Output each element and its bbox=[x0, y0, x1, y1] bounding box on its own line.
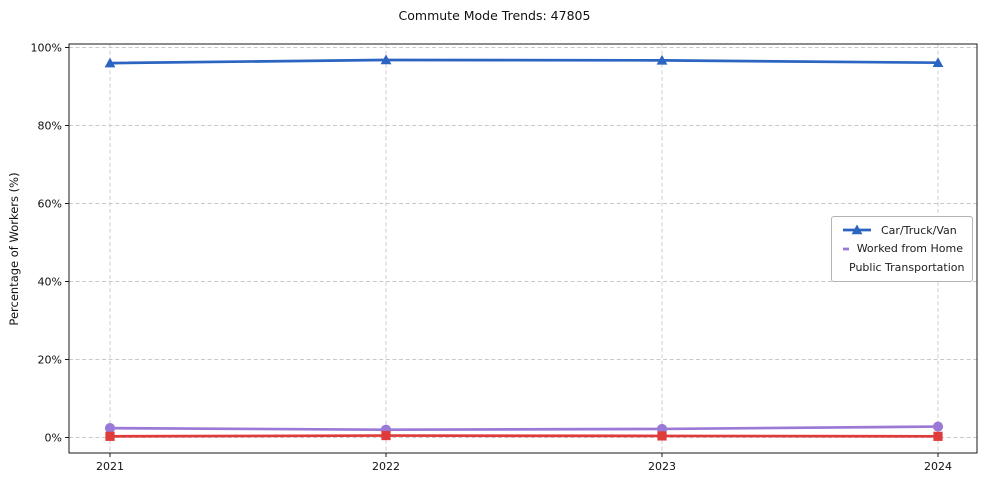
data-point-car-truck-van bbox=[932, 57, 944, 68]
legend-item-public-transportation: Public Transportation bbox=[841, 261, 965, 275]
legend-marker-circle-icon bbox=[843, 247, 849, 251]
data-point-car-truck-van bbox=[380, 54, 392, 65]
x-tick-label: 2021 bbox=[96, 460, 124, 473]
legend-label: Public Transportation bbox=[849, 261, 965, 275]
y-tick-label: 60% bbox=[38, 197, 62, 210]
x-tick-label: 2024 bbox=[924, 460, 952, 473]
data-point-worked-from-home bbox=[104, 423, 116, 434]
legend-marker-glyph bbox=[851, 224, 863, 235]
legend-item-car-truck-van: Car/Truck/Van bbox=[841, 224, 963, 237]
series-line-public-transportation bbox=[108, 434, 940, 438]
legend-box: Car/Truck/Van Worked from Home Public Tran… bbox=[831, 216, 973, 282]
x-tick-label: 2022 bbox=[372, 460, 400, 473]
data-point-public-transportation bbox=[933, 431, 943, 441]
data-point-public-transportation bbox=[105, 431, 115, 441]
y-tick-label: 100% bbox=[31, 41, 62, 54]
legend-marker-triangle-icon bbox=[843, 224, 871, 235]
data-point-public-transportation bbox=[381, 430, 391, 441]
data-point-worked-from-home bbox=[932, 421, 944, 432]
legend-label: Car/Truck/Van bbox=[881, 223, 957, 237]
x-tick-label: 2023 bbox=[648, 460, 676, 473]
legend-item-worked-from-home: Worked from Home bbox=[841, 242, 963, 255]
data-point-car-truck-van bbox=[104, 57, 116, 68]
series-line-car-truck-van bbox=[108, 58, 940, 65]
data-point-public-transportation bbox=[657, 431, 667, 441]
chart-title: Commute Mode Trends: 47805 bbox=[398, 8, 591, 23]
y-tick-label: 40% bbox=[38, 275, 62, 288]
series-line-worked-from-home bbox=[108, 425, 940, 432]
plot-border bbox=[68, 43, 978, 454]
y-tick-label: 0% bbox=[45, 431, 62, 444]
y-tick-label: 20% bbox=[38, 353, 62, 366]
legend-label: Worked from Home bbox=[856, 242, 963, 256]
data-point-car-truck-van bbox=[656, 54, 668, 65]
y-tick-label: 80% bbox=[38, 119, 62, 132]
